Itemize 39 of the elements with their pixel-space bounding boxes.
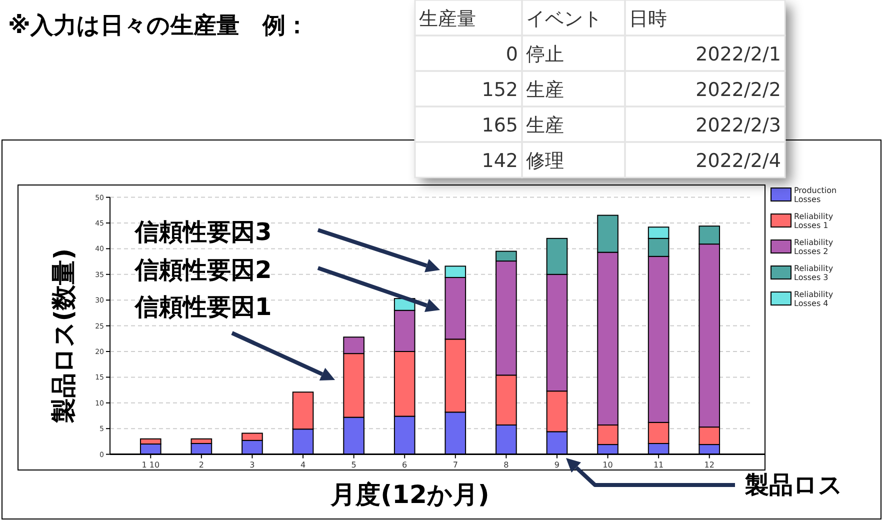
text: 152: [482, 79, 518, 101]
legend-label: Reliability Losses 1: [794, 212, 834, 230]
legend-label: Production Losses: [794, 186, 837, 204]
x-tick-label: 9: [554, 460, 560, 470]
text: 生産: [526, 114, 564, 136]
x-tick-label: 12: [704, 460, 714, 470]
text: 0: [506, 44, 518, 66]
x-tick-label: 4: [300, 460, 306, 470]
text: イベント: [526, 8, 602, 30]
legend-label: Reliability Losses 4: [794, 290, 834, 308]
y-axis-title: 製品ロス(数量): [49, 248, 78, 424]
annotation: 信頼性要因2: [134, 256, 272, 284]
legend-label: Reliability Losses 3: [794, 264, 834, 282]
x-tick-label: 3: [250, 460, 255, 470]
text: 生産: [526, 79, 564, 101]
x-tick-label: 5: [351, 460, 356, 470]
text: 2022/2/2: [696, 79, 781, 101]
text: 2022/2/3: [696, 114, 781, 136]
x-tick-label: 11: [653, 460, 664, 470]
x-tick-label: 6: [402, 460, 408, 470]
text: ※入力は日々の生産量 例：: [8, 12, 308, 39]
annotation: 信頼性要因3: [134, 218, 272, 246]
legend-label: Reliability Losses 2: [794, 238, 834, 256]
x-tick-label: 2: [198, 460, 204, 470]
text: 修理: [526, 150, 564, 172]
x-tick-label: 8: [504, 460, 509, 470]
x-tick-label: 7: [452, 460, 458, 470]
text: 日時: [629, 8, 667, 30]
x-tick-label: 1 10: [142, 460, 160, 470]
annotation: 信頼性要因1: [134, 293, 272, 321]
x-axis-title: 月度(12か月): [330, 480, 490, 509]
text: 165: [482, 114, 518, 136]
text: 生産量: [419, 8, 476, 30]
text: 停止: [526, 44, 564, 66]
text: 2022/2/4: [696, 150, 781, 172]
text: 製品ロス: [744, 471, 843, 499]
text: 142: [482, 150, 518, 172]
x-tick-label: 10: [602, 460, 613, 470]
text: 2022/2/1: [696, 44, 781, 66]
